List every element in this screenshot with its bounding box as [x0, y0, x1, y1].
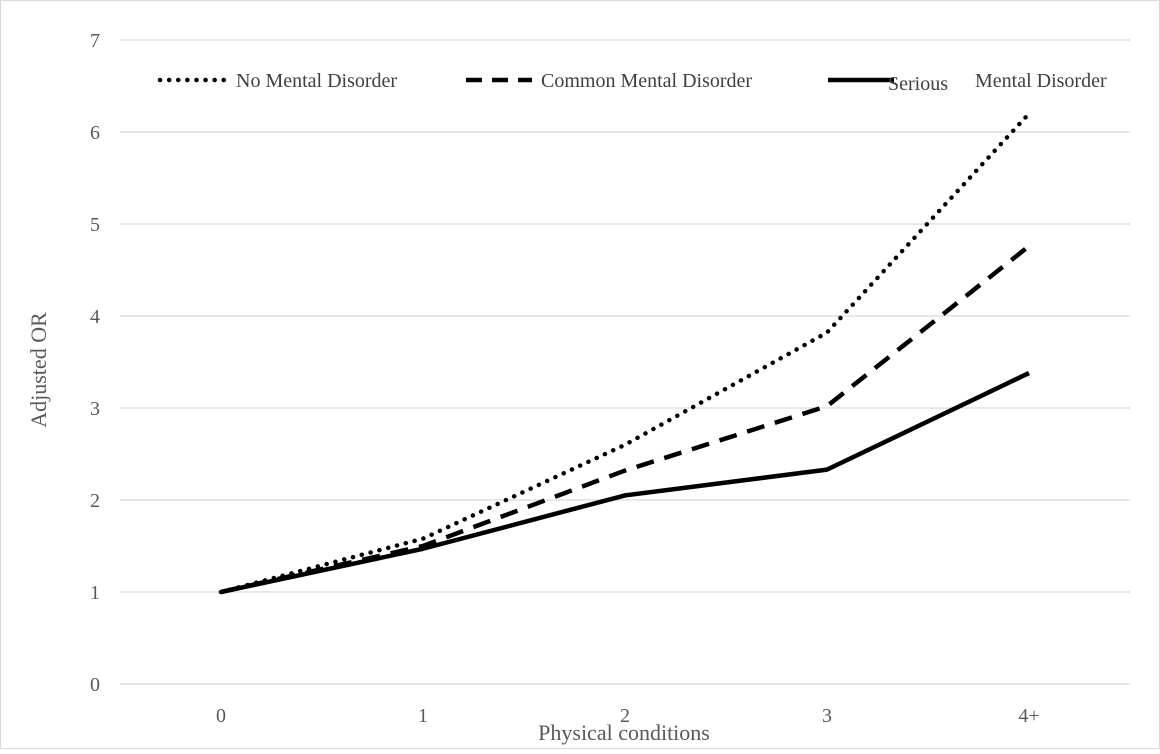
- x-axis-title: Physical conditions: [538, 720, 710, 745]
- legend: No Mental Disorder Common Mental Disorde…: [157, 70, 1107, 95]
- legend-label-part-2: Mental Disorder: [975, 70, 1107, 92]
- x-tick-labels: 0 1 2 3 4+: [216, 705, 1040, 727]
- y-tick-label: 0: [90, 674, 100, 696]
- legend-item-serious-mental-disorder: Serious Mental Disorder: [828, 70, 1107, 95]
- legend-label: Common Mental Disorder: [541, 70, 752, 92]
- y-tick-label: 1: [90, 582, 100, 604]
- series-lines: [218, 111, 1032, 595]
- x-tick-label: 1: [418, 705, 428, 727]
- series-line-dashed: [220, 244, 1031, 595]
- y-tick-label: 2: [90, 490, 100, 512]
- legend-label-part-1: Serious: [888, 73, 948, 95]
- legend-item-common-mental-disorder: Common Mental Disorder: [466, 70, 752, 92]
- x-tick-label: 3: [822, 705, 832, 727]
- gridlines: [120, 39, 1130, 685]
- y-tick-label: 7: [90, 30, 100, 52]
- y-tick-labels: 0 1 2 3 4 5 6 7: [90, 30, 100, 696]
- y-tick-label: 3: [90, 398, 100, 420]
- y-axis-title: Adjusted OR: [26, 312, 51, 428]
- series-line-solid: [220, 371, 1030, 595]
- y-tick-label: 6: [90, 122, 100, 144]
- legend-label: No Mental Disorder: [236, 70, 397, 92]
- x-tick-label: 0: [216, 705, 226, 727]
- y-tick-label: 4: [90, 306, 100, 328]
- x-tick-label: 4+: [1018, 705, 1039, 727]
- x-tick-label: 2: [620, 705, 630, 727]
- legend-item-no-mental-disorder: No Mental Disorder: [157, 70, 397, 92]
- y-tick-label: 5: [90, 214, 100, 236]
